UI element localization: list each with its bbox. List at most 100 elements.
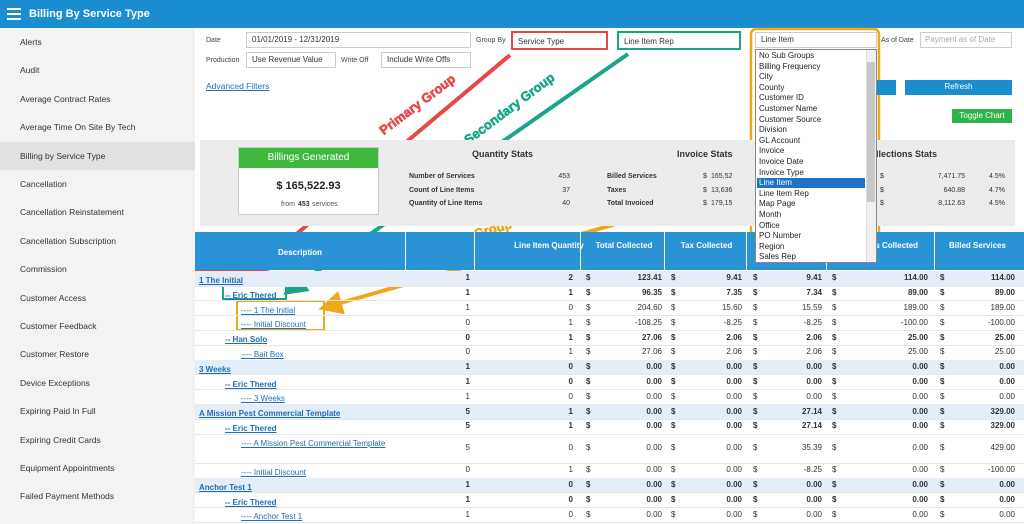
row-amount: 9.41 — [806, 273, 822, 283]
row-amount: 0.00 — [646, 509, 662, 519]
row-amount: 0.00 — [912, 480, 928, 490]
advanced-filters-link[interactable]: Advanced Filters — [206, 81, 270, 91]
sidebar-item[interactable]: Audit — [20, 65, 40, 76]
filter-label: As of Date — [881, 37, 914, 44]
dropdown-option[interactable]: No Sub Groups — [759, 51, 815, 60]
group-by-select[interactable]: Service Type — [511, 31, 608, 50]
row-description[interactable]: -- Han Solo — [225, 335, 268, 345]
sidebar-item[interactable]: Average Contract Rates — [20, 93, 111, 104]
row-currency: $ — [586, 421, 591, 431]
dropdown-option[interactable]: Line Item Rep — [759, 188, 809, 198]
as-of-input[interactable]: Payment as of Date — [920, 32, 1012, 48]
row-amount: 0.00 — [999, 494, 1015, 504]
stat-label: Count of Line Items — [409, 186, 475, 194]
row-amount: 0.00 — [912, 376, 928, 386]
row-description[interactable]: 3 Weeks — [199, 364, 231, 374]
row-currency: $ — [753, 362, 758, 372]
row-description[interactable]: 1 The Initial — [199, 276, 244, 285]
row-amount: 2.06 — [726, 332, 742, 342]
sidebar-item[interactable]: Customer Restore — [20, 349, 89, 360]
row-currency: $ — [671, 465, 676, 475]
sidebar-item[interactable]: Device Exceptions — [20, 377, 90, 388]
row-description[interactable]: -- Eric Thered — [225, 379, 277, 389]
sidebar-item[interactable]: Commission — [20, 264, 67, 275]
row-amount: 0.00 — [726, 362, 742, 372]
dropdown-option[interactable]: Region — [759, 241, 785, 251]
row-currency: $ — [940, 480, 945, 490]
sidebar-item[interactable]: Alerts — [20, 37, 42, 47]
row-description[interactable]: ---- 1 The Initial — [241, 305, 296, 315]
row-currency: $ — [671, 288, 676, 298]
row-divider — [195, 300, 1024, 302]
header-divider — [474, 232, 475, 270]
toggle-chart-button[interactable]: Toggle Chart — [952, 109, 1012, 123]
sidebar-item[interactable]: Expiring Credit Cards — [20, 434, 101, 445]
dropdown-option[interactable]: Invoice Type — [759, 167, 804, 177]
row-currency: $ — [940, 273, 945, 283]
tertiary-select[interactable]: Line Item — [755, 32, 877, 48]
row-currency: $ — [832, 317, 837, 327]
row-currency: $ — [832, 376, 837, 386]
row-description[interactable]: -- Eric Thered — [225, 290, 277, 300]
sidebar-item[interactable]: Equipment Appointments — [20, 463, 115, 473]
row-amount: 0.00 — [646, 480, 662, 490]
dropdown-selected-bg — [757, 178, 865, 189]
production-select[interactable]: Use Revenue Value — [246, 52, 336, 68]
row-amount: 89.00 — [907, 288, 928, 298]
dropdown-option[interactable]: Customer Name — [759, 104, 818, 113]
sidebar-item[interactable]: Billing by Service Type — [20, 150, 106, 161]
dropdown-option[interactable]: Invoice Date — [759, 157, 804, 166]
sidebar-item[interactable]: Expiring Paid In Full — [20, 406, 96, 417]
dropdown-option[interactable]: GL Account — [759, 135, 801, 145]
dropdown-option[interactable]: City — [759, 72, 773, 82]
secondary-select[interactable]: Line Item Rep — [617, 31, 741, 50]
row-description[interactable]: ---- Bait Box — [241, 350, 284, 359]
row-amount: 27.14 — [801, 421, 822, 431]
sidebar-item[interactable]: Cancellation — [20, 179, 67, 189]
row-description[interactable]: Anchor Test 1 — [199, 482, 252, 492]
row-currency: $ — [753, 391, 758, 401]
row-amount: 0.00 — [726, 480, 742, 490]
dropdown-option[interactable]: Customer Source — [759, 114, 822, 124]
row-description[interactable]: ---- Initial Discount — [241, 468, 306, 477]
row-description[interactable]: ---- A Mission Pest Commercial Template — [241, 438, 386, 448]
row-description[interactable]: A Mission Pest Commercial Template — [199, 409, 341, 419]
dropdown-option[interactable]: Invoice — [759, 146, 785, 156]
sidebar-item[interactable]: Average Time On Site By Tech — [20, 122, 136, 133]
sidebar-item[interactable]: Customer Feedback — [20, 321, 97, 331]
dropdown-option[interactable]: Map Page — [759, 199, 796, 209]
row-description[interactable]: -- Eric Thered — [225, 424, 277, 433]
row-amount: 25.00 — [907, 347, 928, 357]
dropdown-option[interactable]: County — [759, 82, 785, 92]
row-amount: 0.00 — [806, 362, 822, 372]
dropdown-option[interactable]: Month — [759, 210, 782, 219]
dropdown-option[interactable]: PO Number — [759, 231, 802, 241]
row-description[interactable]: -- Eric Thered — [225, 497, 277, 507]
refresh-button[interactable]: Refresh — [905, 80, 1012, 95]
dropdown-option[interactable]: Office — [759, 220, 780, 230]
menu-icon[interactable] — [7, 8, 21, 20]
row-divider — [195, 285, 1024, 287]
dropdown-option[interactable]: Sales Rep — [759, 252, 796, 262]
row-description[interactable]: ---- Anchor Test 1 — [241, 512, 303, 522]
sidebar-item[interactable]: Cancellation Subscription — [20, 235, 116, 246]
date-input[interactable]: 01/01/2019 - 12/31/2019 — [246, 32, 471, 48]
row-divider — [195, 374, 1024, 376]
row-currency: $ — [832, 494, 837, 504]
row-amount: 0.00 — [646, 443, 662, 453]
dropdown-option[interactable]: Customer ID — [759, 93, 804, 103]
row-description[interactable]: ---- 3 Weeks — [241, 394, 285, 404]
sidebar-item[interactable]: Cancellation Reinstatement — [20, 207, 124, 218]
row-amount: 0.00 — [726, 509, 742, 519]
row-currency: $ — [832, 443, 837, 453]
dropdown-option[interactable]: Division — [759, 125, 788, 135]
sidebar-item[interactable]: Failed Payment Methods — [20, 491, 115, 502]
row-description[interactable]: ---- Initial Discount — [241, 320, 306, 330]
row-currency: $ — [753, 273, 758, 283]
column-header: Payments Collected — [841, 241, 919, 250]
row-currency: $ — [671, 509, 676, 519]
dropdown-option[interactable]: Line Item — [759, 178, 792, 188]
dropdown-option[interactable]: Billing Frequency — [759, 61, 821, 71]
write-off-select[interactable]: Include Write Offs — [381, 52, 471, 68]
sidebar-item[interactable]: Customer Access — [20, 292, 87, 303]
